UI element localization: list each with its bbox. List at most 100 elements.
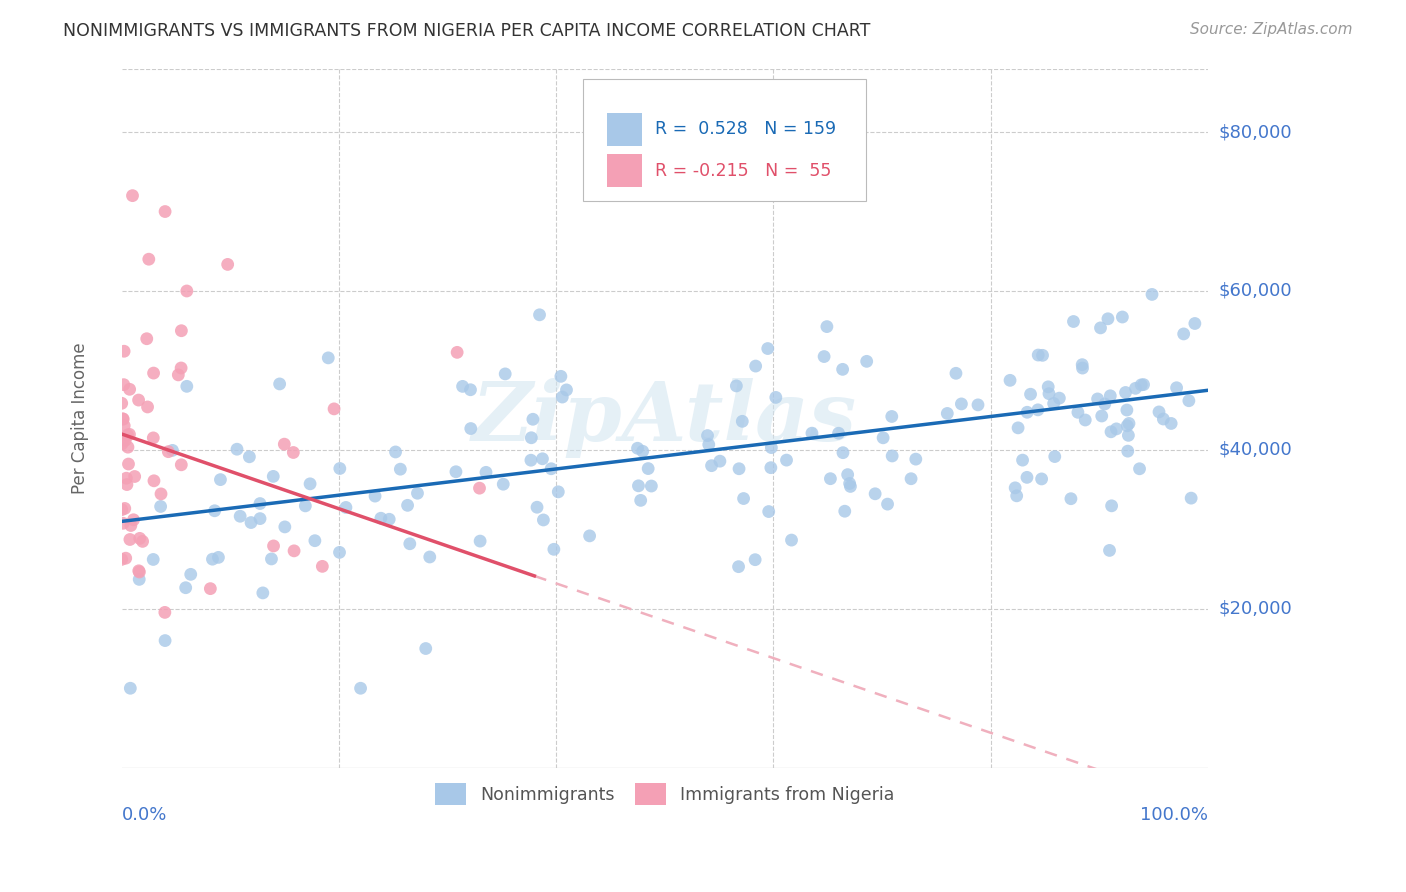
Point	[529, 308, 551, 322]
Point	[1071, 358, 1094, 372]
Point	[419, 549, 441, 564]
Text: $60,000: $60,000	[1219, 282, 1292, 300]
Point	[349, 681, 371, 696]
Point	[1047, 391, 1070, 405]
Point	[838, 476, 860, 491]
Point	[304, 533, 326, 548]
Point	[112, 412, 135, 426]
Point	[217, 257, 239, 271]
Point	[540, 462, 562, 476]
Point	[170, 324, 193, 338]
Point	[238, 450, 260, 464]
Point	[700, 458, 723, 473]
Point	[176, 284, 198, 298]
Point	[444, 465, 467, 479]
Point	[837, 467, 859, 482]
FancyBboxPatch shape	[607, 112, 643, 146]
Point	[112, 377, 135, 392]
Text: Source: ZipAtlas.com: Source: ZipAtlas.com	[1189, 22, 1353, 37]
Point	[744, 359, 766, 373]
Point	[831, 362, 853, 376]
Point	[398, 537, 420, 551]
Point	[863, 487, 886, 501]
Point	[1101, 499, 1123, 513]
Point	[1125, 381, 1147, 395]
Point	[112, 516, 135, 531]
Point	[329, 461, 352, 475]
Point	[725, 379, 748, 393]
Point	[765, 391, 787, 405]
Point	[128, 565, 150, 579]
Point	[1038, 386, 1060, 401]
Point	[967, 398, 990, 412]
Point	[1087, 392, 1109, 406]
Point	[588, 188, 610, 202]
Text: $20,000: $20,000	[1219, 599, 1292, 618]
Point	[1090, 321, 1112, 335]
Point	[1019, 387, 1042, 401]
Point	[128, 532, 150, 546]
Point	[1098, 543, 1121, 558]
Point	[1116, 418, 1139, 433]
Point	[1063, 314, 1085, 328]
Point	[1074, 413, 1097, 427]
Point	[1132, 377, 1154, 392]
Point	[531, 451, 554, 466]
Point	[1111, 310, 1133, 324]
Point	[1178, 393, 1201, 408]
Point	[1118, 417, 1140, 431]
Point	[1097, 311, 1119, 326]
Point	[547, 484, 569, 499]
Point	[872, 431, 894, 445]
Point	[120, 518, 142, 533]
Point	[117, 457, 139, 471]
Point	[526, 500, 548, 515]
Point	[111, 412, 134, 426]
Point	[252, 586, 274, 600]
Point	[167, 368, 190, 382]
Point	[1004, 481, 1026, 495]
Point	[111, 436, 134, 450]
Point	[520, 453, 543, 467]
Point	[274, 520, 297, 534]
Point	[118, 427, 141, 442]
FancyBboxPatch shape	[607, 153, 643, 187]
Point	[112, 418, 135, 433]
Point	[1130, 377, 1153, 392]
Point	[543, 542, 565, 557]
Point	[630, 493, 652, 508]
Point	[263, 539, 285, 553]
Point	[728, 461, 751, 475]
Text: R = -0.215   N =  55: R = -0.215 N = 55	[655, 161, 831, 179]
Point	[1043, 450, 1066, 464]
Point	[200, 582, 222, 596]
Point	[1118, 428, 1140, 442]
Point	[531, 513, 554, 527]
Point	[406, 486, 429, 500]
Point	[1152, 412, 1174, 426]
Text: 100.0%: 100.0%	[1140, 806, 1208, 824]
Point	[311, 559, 333, 574]
Point	[117, 428, 139, 442]
Point	[114, 501, 136, 516]
Point	[162, 443, 184, 458]
Point	[1007, 421, 1029, 435]
Point	[1026, 402, 1049, 417]
Point	[142, 431, 165, 445]
Point	[555, 383, 578, 397]
Point	[900, 472, 922, 486]
Point	[283, 544, 305, 558]
Point	[460, 421, 482, 435]
Point	[731, 414, 754, 428]
Point	[468, 481, 491, 495]
Point	[117, 440, 139, 454]
Text: 0.0%: 0.0%	[122, 806, 167, 824]
Point	[121, 188, 143, 202]
Point	[697, 437, 720, 451]
Point	[1160, 417, 1182, 431]
Point	[733, 491, 755, 506]
Point	[827, 426, 849, 441]
Point	[1067, 405, 1090, 419]
Point	[131, 534, 153, 549]
Point	[114, 551, 136, 566]
